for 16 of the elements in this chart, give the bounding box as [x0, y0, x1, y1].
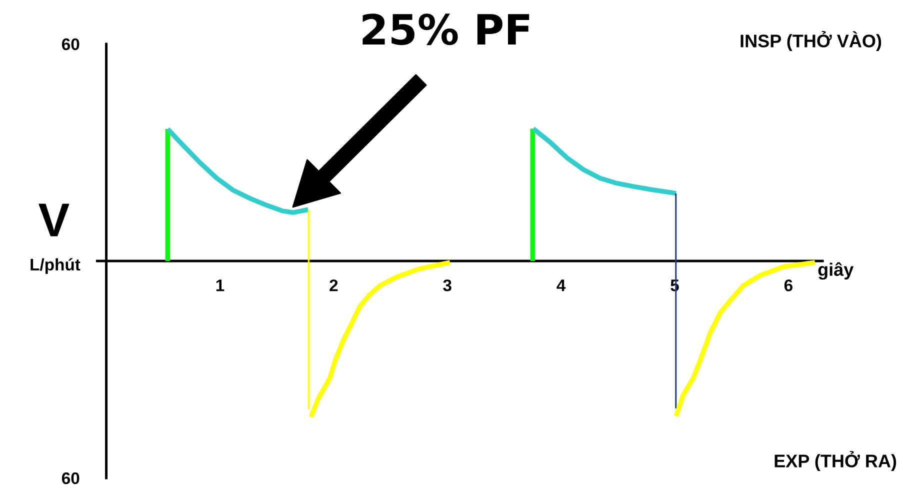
x-tick-label: 4 — [556, 280, 566, 292]
y-tick-label: 60 — [62, 38, 80, 50]
line-series — [165, 126, 310, 215]
x-tick-label: 1 — [216, 280, 224, 292]
annotation: INSP (THỞ VÀO) — [740, 31, 882, 51]
annotation: EXP (THỞ RA) — [774, 451, 896, 471]
x-tick-label: 6 — [784, 279, 792, 292]
y-axis-title: V — [38, 204, 70, 236]
y-tick-label: 60 — [62, 472, 80, 484]
x-tick-label: 2 — [330, 279, 338, 292]
text: L/phút — [30, 258, 80, 274]
line-series — [530, 126, 678, 196]
x-tick-label: 3 — [443, 279, 452, 292]
annotation: 25% PF — [362, 14, 530, 46]
x-axis-title: giây — [818, 262, 854, 280]
line-series — [308, 260, 452, 420]
